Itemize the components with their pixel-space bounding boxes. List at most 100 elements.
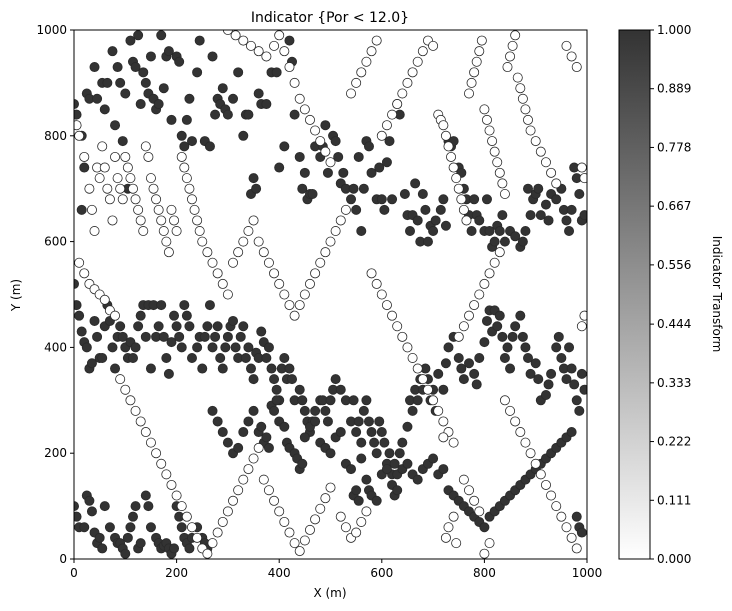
x-tick-label: 800 xyxy=(473,566,496,580)
data-point-indicator-0 xyxy=(192,532,203,543)
data-point-indicator-1 xyxy=(535,210,546,221)
data-point-indicator-0 xyxy=(417,374,428,385)
data-point-indicator-1 xyxy=(515,310,526,321)
data-point-indicator-1 xyxy=(202,321,213,332)
data-point-indicator-1 xyxy=(338,167,349,178)
data-point-indicator-1 xyxy=(230,342,241,353)
data-point-indicator-1 xyxy=(112,62,123,73)
data-point-indicator-1 xyxy=(569,379,580,390)
data-point-indicator-1 xyxy=(243,342,254,353)
data-point-indicator-1 xyxy=(222,109,233,120)
data-point-indicator-1 xyxy=(74,300,82,311)
data-point-indicator-1 xyxy=(330,136,341,147)
y-tick-label: 800 xyxy=(44,129,67,143)
data-point-indicator-0 xyxy=(407,67,418,78)
data-point-indicator-1 xyxy=(579,210,587,221)
data-point-indicator-1 xyxy=(140,490,151,501)
data-point-indicator-1 xyxy=(243,109,254,120)
data-point-indicator-1 xyxy=(546,368,557,379)
data-point-indicator-0 xyxy=(176,501,187,512)
data-point-indicator-1 xyxy=(530,358,541,369)
data-point-indicator-1 xyxy=(297,183,308,194)
data-point-indicator-0 xyxy=(212,268,223,279)
data-point-indicator-1 xyxy=(279,352,290,363)
data-point-indicator-1 xyxy=(551,342,562,353)
data-point-indicator-0 xyxy=(245,40,256,51)
data-point-indicator-0 xyxy=(471,56,482,67)
data-point-indicator-1 xyxy=(261,99,272,110)
chart-title: Indicator {Por < 12.0} xyxy=(251,10,409,26)
data-point-indicator-1 xyxy=(510,231,521,242)
data-point-indicator-0 xyxy=(181,511,192,522)
data-point-indicator-1 xyxy=(222,437,233,448)
data-point-indicator-1 xyxy=(474,352,485,363)
data-point-indicator-1 xyxy=(510,321,521,332)
data-point-indicator-0 xyxy=(212,527,223,538)
data-point-indicator-0 xyxy=(269,495,280,506)
data-point-indicator-1 xyxy=(207,51,218,62)
data-point-indicator-0 xyxy=(269,40,280,51)
data-point-indicator-0 xyxy=(566,532,577,543)
data-point-indicator-0 xyxy=(340,204,351,215)
data-point-indicator-1 xyxy=(325,395,336,406)
data-point-indicator-0 xyxy=(371,35,382,46)
data-point-indicator-1 xyxy=(469,194,480,205)
data-point-indicator-0 xyxy=(230,30,241,41)
data-point-indicator-1 xyxy=(351,204,362,215)
data-point-indicator-0 xyxy=(89,226,100,237)
data-point-indicator-1 xyxy=(471,379,482,390)
data-point-indicator-0 xyxy=(517,93,528,104)
data-point-indicator-1 xyxy=(94,532,105,543)
data-point-indicator-1 xyxy=(253,88,264,99)
data-point-indicator-0 xyxy=(133,204,144,215)
data-point-indicator-0 xyxy=(125,395,136,406)
data-point-indicator-0 xyxy=(484,125,495,136)
data-point-indicator-0 xyxy=(289,310,300,321)
data-point-indicator-0 xyxy=(494,247,505,258)
data-point-indicator-1 xyxy=(361,474,372,485)
data-point-indicator-0 xyxy=(438,416,449,427)
data-point-indicator-1 xyxy=(297,395,308,406)
data-point-indicator-1 xyxy=(520,226,531,237)
data-point-indicator-1 xyxy=(248,405,259,416)
data-point-indicator-1 xyxy=(89,62,100,73)
data-point-indicator-0 xyxy=(510,416,521,427)
data-point-indicator-1 xyxy=(453,352,464,363)
data-point-indicator-1 xyxy=(133,321,144,332)
data-point-indicator-0 xyxy=(428,40,439,51)
data-point-indicator-1 xyxy=(184,93,195,104)
data-point-indicator-0 xyxy=(535,469,546,480)
data-point-indicator-1 xyxy=(269,374,280,385)
data-point-indicator-0 xyxy=(151,194,162,205)
data-point-indicator-1 xyxy=(492,321,503,332)
data-point-indicator-0 xyxy=(464,310,475,321)
data-point-indicator-1 xyxy=(215,352,226,363)
data-point-indicator-0 xyxy=(325,157,336,168)
data-point-indicator-0 xyxy=(320,493,331,504)
data-point-indicator-1 xyxy=(266,363,277,374)
data-point-indicator-1 xyxy=(81,342,92,353)
data-point-indicator-0 xyxy=(99,162,110,173)
colorbar-tick-label: 0.111 xyxy=(657,493,691,507)
data-point-indicator-0 xyxy=(428,395,439,406)
data-point-indicator-0 xyxy=(566,51,577,62)
data-point-indicator-0 xyxy=(140,141,151,152)
data-point-indicator-0 xyxy=(217,278,228,289)
data-point-indicator-0 xyxy=(274,278,285,289)
data-point-indicator-0 xyxy=(284,300,295,311)
data-point-indicator-0 xyxy=(274,30,285,41)
data-point-indicator-0 xyxy=(115,183,126,194)
data-point-indicator-0 xyxy=(520,437,531,448)
data-point-indicator-0 xyxy=(456,194,467,205)
data-point-indicator-0 xyxy=(479,278,490,289)
data-point-indicator-1 xyxy=(351,485,362,496)
data-point-indicator-1 xyxy=(566,363,577,374)
data-point-indicator-0 xyxy=(515,83,526,94)
data-point-indicator-0 xyxy=(458,204,469,215)
data-point-indicator-0 xyxy=(576,321,587,332)
data-point-indicator-0 xyxy=(320,247,331,258)
data-point-indicator-1 xyxy=(158,331,169,342)
data-point-indicator-0 xyxy=(279,516,290,527)
data-point-indicator-0 xyxy=(79,268,90,279)
data-point-indicator-1 xyxy=(358,183,369,194)
